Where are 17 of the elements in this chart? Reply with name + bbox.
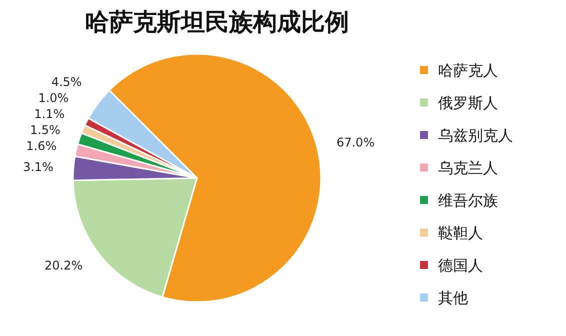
data-label: 4.5% bbox=[51, 74, 82, 89]
legend-label: 俄罗斯人 bbox=[438, 94, 498, 112]
legend-label: 其他 bbox=[438, 288, 468, 307]
data-label: 1.0% bbox=[38, 90, 69, 105]
legend-label: 乌兹别克人 bbox=[438, 126, 513, 144]
data-label: 20.2% bbox=[44, 258, 83, 273]
legend-label: 维吾尔族 bbox=[438, 191, 498, 210]
legend-label: 鞑靼人 bbox=[438, 224, 483, 242]
legend-label: 德国人 bbox=[438, 256, 483, 274]
legend-label: 哈萨克人 bbox=[438, 61, 498, 80]
data-label: 67.0% bbox=[336, 135, 375, 150]
data-label: 1.5% bbox=[30, 122, 60, 137]
data-label: 3.1% bbox=[22, 160, 54, 174]
chart-title: 哈萨克斯坦民族构成比例 bbox=[85, 8, 349, 36]
legend-label: 乌克兰人 bbox=[438, 158, 498, 177]
data-label: 1.1% bbox=[34, 106, 65, 121]
data-label: 1.6% bbox=[26, 138, 57, 153]
